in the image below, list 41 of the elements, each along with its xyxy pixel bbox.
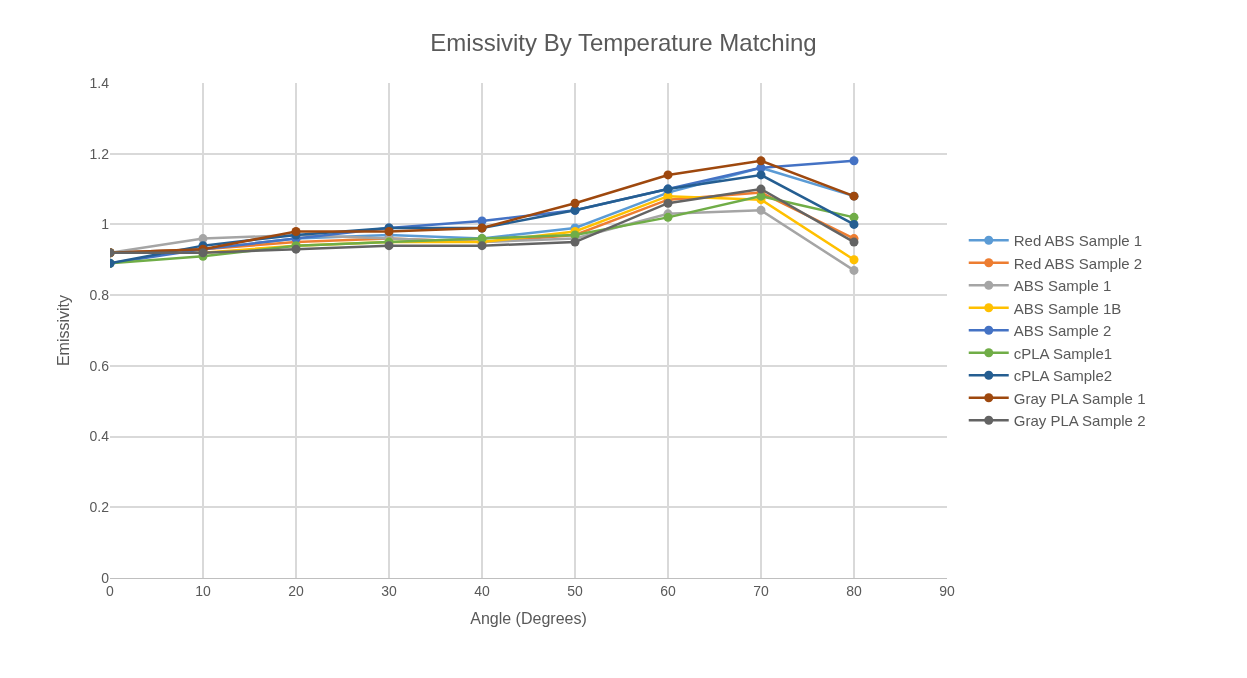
point	[756, 170, 766, 180]
point	[570, 198, 580, 208]
point	[849, 265, 859, 275]
x-tick-label: 70	[753, 582, 769, 599]
point	[756, 205, 766, 215]
y-tick-label: 0.2	[89, 499, 110, 516]
point	[849, 156, 859, 166]
y-tick-label: 1.2	[89, 145, 110, 162]
legend-label: ABS Sample 1B	[1013, 299, 1122, 317]
x-tick-label: 30	[381, 582, 397, 599]
legend-label: cPLA Sample2	[1013, 367, 1113, 385]
y-tick-label: 1.4	[89, 74, 110, 91]
point	[756, 156, 766, 166]
y-tick-label: 1	[101, 216, 110, 233]
legend-label: Gray PLA Sample 1	[1013, 389, 1146, 407]
point	[291, 227, 301, 236]
legend-label: cPLA Sample1	[1013, 344, 1113, 362]
legend-label: Gray PLA Sample 2	[1013, 412, 1146, 430]
point	[849, 255, 859, 265]
legend-label: Red ABS Sample 2	[1013, 254, 1143, 272]
chart-title: Emissivity By Temperature Matching	[430, 28, 817, 56]
x-tick-label: 20	[288, 582, 304, 599]
y-tick-label: 0.8	[89, 287, 110, 304]
legend-label: ABS Sample 1	[1013, 277, 1112, 295]
x-tick-label: 40	[474, 582, 490, 599]
point	[384, 241, 394, 251]
y-tick-label: 0.6	[89, 357, 110, 374]
x-tick-label: 80	[846, 582, 862, 599]
point	[849, 219, 859, 229]
x-tick-label: 90	[939, 582, 955, 599]
y-tick-label: 0	[101, 569, 110, 586]
y-tick-label: 0.4	[89, 428, 110, 445]
x-tick-label: 50	[567, 582, 583, 599]
point	[663, 170, 673, 180]
point	[756, 184, 766, 194]
legend-label: Red ABS Sample 1	[1013, 232, 1143, 250]
x-tick-label: 10	[195, 582, 211, 599]
x-tick-label: 60	[660, 582, 676, 599]
legend-label: ABS Sample 2	[1013, 322, 1112, 340]
y-axis-title: Emissivity	[55, 294, 73, 367]
x-axis-title: Angle (Degrees)	[470, 610, 587, 628]
